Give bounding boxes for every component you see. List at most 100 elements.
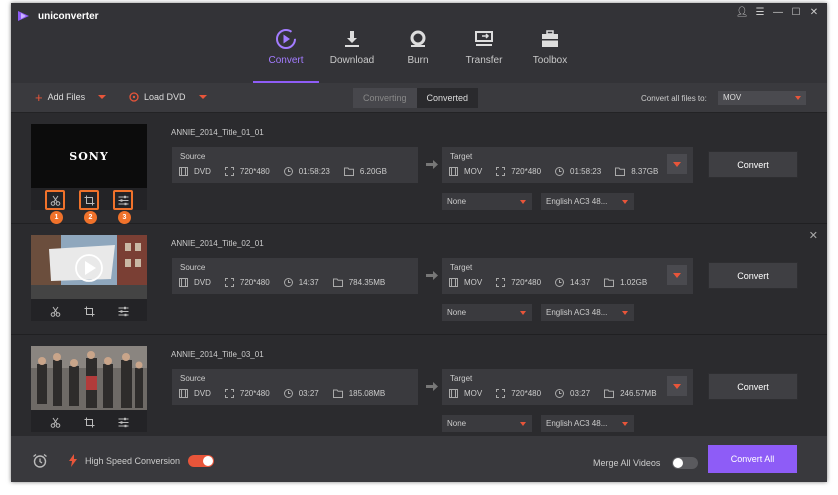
subtitle-select[interactable]: None (442, 304, 532, 321)
audio-track-value: English AC3 48... (546, 419, 608, 428)
chevron-down-icon[interactable] (198, 95, 207, 99)
target-duration: 01:58:23 (570, 167, 602, 176)
folder-icon (332, 278, 343, 287)
remove-file-icon[interactable]: ✕ (808, 230, 818, 242)
trim-button[interactable]: 1 (45, 190, 65, 224)
target-format-dropdown[interactable] (667, 376, 687, 396)
load-dvd-button[interactable]: Load DVD (129, 92, 207, 102)
scissors-icon (50, 417, 60, 428)
target-size: 8.37GB (631, 167, 659, 176)
convert-button[interactable]: Convert (708, 262, 798, 289)
file-row: ANNIE_2014_Title_03_01 Source DVD 720*48… (11, 336, 827, 446)
convert-button[interactable]: Convert (708, 151, 798, 178)
footer: High Speed Conversion Merge All Videos C… (11, 436, 827, 482)
target-resolution: 720*480 (511, 167, 542, 176)
source-resolution: 720*480 (239, 389, 270, 398)
high-speed-label: High Speed Conversion (85, 455, 181, 466)
high-speed-toggle[interactable] (188, 454, 215, 467)
resolution-icon (224, 389, 234, 398)
merge-toggle[interactable] (672, 457, 699, 469)
alarm-icon[interactable] (32, 453, 48, 468)
audio-track-value: English AC3 48... (546, 197, 608, 206)
convert-button[interactable]: Convert (708, 373, 798, 400)
source-details: DVD 720*480 03:27 185.08MB (179, 389, 385, 398)
source-duration: 14:37 (298, 278, 319, 287)
trim-button[interactable] (45, 412, 65, 432)
chevron-down-icon (520, 200, 526, 204)
target-label: Target (450, 374, 473, 383)
window-controls: 👤︎ ☰ — ☐ ✕ (735, 7, 819, 18)
target-format-dropdown[interactable] (667, 265, 687, 285)
target-format-dropdown[interactable] (667, 154, 687, 174)
dvd-icon (129, 92, 139, 102)
maximize-icon[interactable]: ☐ (791, 7, 801, 18)
thumbnail[interactable]: SONY 1 2 3 (31, 124, 147, 224)
edit-tools (31, 412, 147, 432)
source-format: DVD (194, 167, 211, 176)
source-resolution: 720*480 (239, 167, 270, 176)
target-size: 246.57MB (620, 389, 657, 398)
add-files-button[interactable]: + Add Files (35, 91, 107, 104)
toolbox-icon (542, 30, 558, 47)
effects-icon (118, 195, 128, 205)
step-badge: 2 (84, 211, 97, 224)
target-details: MOV 720*480 14:37 1.02GB (449, 278, 647, 287)
source-size: 784.35MB (348, 278, 386, 287)
source-panel: Source DVD 720*480 01:58:23 6.20GB (172, 147, 418, 183)
tab-converting[interactable]: Converting (353, 88, 417, 108)
audio-track-value: English AC3 48... (546, 308, 608, 317)
trim-button[interactable] (45, 301, 65, 321)
film-icon (179, 278, 188, 287)
convert-all-button[interactable]: Convert All (708, 445, 797, 473)
target-panel[interactable]: Target MOV 720*480 03:27 246.57MB (442, 369, 693, 405)
film-icon (179, 167, 188, 176)
folder-icon (332, 389, 343, 398)
tab-toolbox[interactable]: Toolbox (517, 3, 583, 83)
thumbnail-frame: SONY (31, 124, 147, 188)
chevron-down-icon[interactable] (98, 95, 107, 99)
target-panel[interactable]: Target MOV 720*480 01:58:23 8.37GB (442, 147, 693, 183)
file-name: ANNIE_2014_Title_01_01 (171, 128, 264, 137)
clock-icon (555, 278, 565, 287)
merge-all-videos: Merge All Videos (593, 457, 699, 469)
thumbnail[interactable] (31, 235, 147, 321)
menu-icon[interactable]: ☰ (755, 7, 765, 18)
thumbnail-frame (31, 346, 147, 410)
main-nav: Convert Download Burn Transfer Toolbox (253, 3, 583, 83)
output-format-value: MOV (723, 93, 742, 102)
source-label: Source (180, 263, 206, 272)
audio-track-select[interactable]: English AC3 48... (541, 304, 634, 321)
target-format: MOV (464, 389, 483, 398)
chevron-down-icon (673, 162, 681, 167)
crop-button[interactable]: 2 (79, 190, 99, 224)
source-panel: Source DVD 720*480 03:27 185.08MB (172, 369, 418, 405)
effects-button[interactable] (113, 301, 133, 321)
tab-transfer[interactable]: Transfer (451, 3, 517, 83)
audio-track-select[interactable]: English AC3 48... (541, 415, 634, 432)
subtitle-select[interactable]: None (442, 415, 532, 432)
clock-icon (555, 389, 565, 398)
tab-burn[interactable]: Burn (385, 3, 451, 83)
tab-download[interactable]: Download (319, 3, 385, 83)
folder-icon (615, 167, 626, 176)
tab-convert[interactable]: Convert (253, 3, 319, 83)
effects-button[interactable]: 3 (113, 190, 133, 224)
effects-button[interactable] (113, 412, 133, 432)
close-icon[interactable]: ✕ (809, 7, 819, 18)
target-label: Target (450, 152, 473, 161)
audio-track-select[interactable]: English AC3 48... (541, 193, 634, 210)
tab-converted[interactable]: Converted (416, 88, 479, 108)
thumbnail[interactable] (31, 346, 147, 432)
minimize-icon[interactable]: — (773, 7, 783, 18)
crop-button[interactable] (79, 301, 99, 321)
target-duration: 14:37 (570, 278, 591, 287)
subtitle-value: None (447, 308, 467, 317)
source-panel: Source DVD 720*480 14:37 784.35MB (172, 258, 418, 294)
account-icon[interactable]: 👤︎ (735, 7, 749, 18)
subtitle-select[interactable]: None (442, 193, 532, 210)
convert-all-files-label: Convert all files to: (641, 94, 707, 103)
crop-button[interactable] (79, 412, 99, 432)
target-panel[interactable]: Target MOV 720*480 14:37 1.02GB (442, 258, 693, 294)
burn-icon (410, 30, 426, 47)
output-format-select[interactable]: MOV (718, 91, 806, 105)
